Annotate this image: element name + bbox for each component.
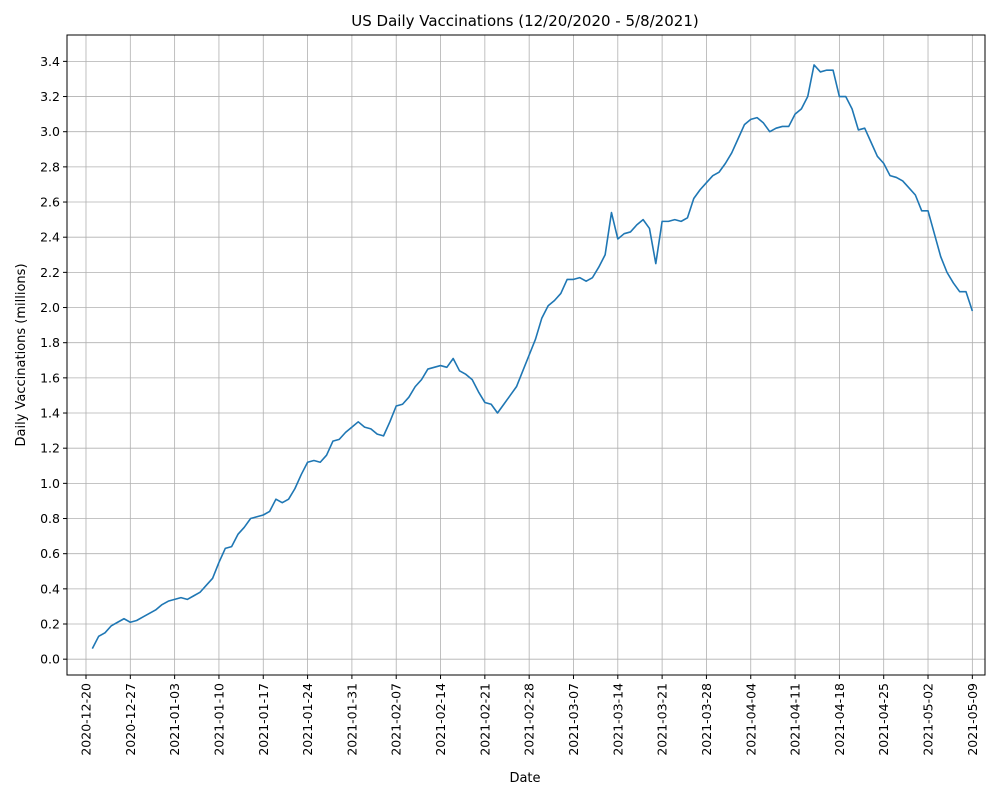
y-tick-label: 1.0 — [40, 476, 60, 491]
x-tick-label: 2021-03-28 — [699, 683, 714, 756]
x-tick-label: 2021-05-02 — [921, 683, 936, 756]
y-tick-label: 0.4 — [40, 581, 60, 596]
chart-title: US Daily Vaccinations (12/20/2020 - 5/8/… — [351, 12, 698, 30]
y-tick-label: 3.2 — [40, 89, 60, 104]
x-tick-label: 2021-02-28 — [522, 683, 537, 756]
series-layer — [91, 64, 974, 649]
y-tick-label: 3.4 — [40, 54, 60, 69]
x-axis: 2020-12-20 2020-12-27 2021-01-03 2021-01-10… — [78, 675, 980, 756]
y-axis-label: Daily Vaccinations (millions) — [14, 263, 29, 446]
x-tick-label: 2021-04-25 — [876, 683, 891, 756]
y-tick-label: 1.6 — [40, 370, 60, 385]
x-tick-label: 2020-12-20 — [78, 683, 93, 756]
y-tick-label: 1.2 — [40, 441, 60, 456]
y-tick-label: 3.0 — [40, 124, 60, 139]
x-tick-label: 2021-02-21 — [477, 683, 492, 756]
x-tick-label: 2021-03-07 — [566, 683, 581, 756]
y-axis: 0.0 0.2 0.4 0.6 0.8 1.0 1.2 1.4 1.6 1.8 2.0 2.2 2.4 2… — [40, 54, 67, 667]
x-tick-label: 2021-02-07 — [389, 683, 404, 756]
x-tick-label: 2021-04-04 — [743, 683, 758, 756]
x-tick-label: 2021-04-11 — [788, 683, 803, 756]
x-tick-label: 2021-01-17 — [256, 683, 271, 756]
x-tick-label: 2021-01-03 — [167, 683, 182, 756]
x-tick-label: 2021-01-10 — [211, 683, 226, 756]
x-tick-label: 2021-04-18 — [832, 683, 847, 756]
plot-frame — [66, 34, 986, 676]
x-tick-label: 2021-03-21 — [655, 683, 670, 756]
y-tick-label: 2.0 — [40, 300, 60, 315]
y-tick-label: 1.8 — [40, 335, 60, 350]
x-tick-label: 2021-03-14 — [610, 683, 625, 756]
y-tick-label: 2.2 — [40, 265, 60, 280]
x-tick-label: 2021-05-09 — [965, 683, 980, 756]
x-tick-label: 2021-01-24 — [300, 683, 315, 756]
y-tick-label: 2.8 — [40, 159, 60, 174]
x-tick-label: 2020-12-27 — [123, 683, 138, 756]
y-tick-label: 0.2 — [40, 617, 60, 632]
y-tick-label: 0.0 — [40, 652, 60, 667]
x-tick-label: 2021-01-31 — [344, 683, 359, 756]
y-tick-label: 2.6 — [40, 195, 60, 210]
y-tick-label: 0.6 — [40, 546, 60, 561]
y-tick-label: 1.4 — [40, 406, 60, 421]
y-tick-label: 0.8 — [40, 511, 60, 526]
grid-lines — [67, 35, 985, 675]
x-tick-label: 2021-02-14 — [433, 683, 448, 756]
x-axis-label: Date — [509, 771, 540, 786]
series-line — [91, 64, 974, 649]
y-tick-label: 2.4 — [40, 230, 60, 245]
